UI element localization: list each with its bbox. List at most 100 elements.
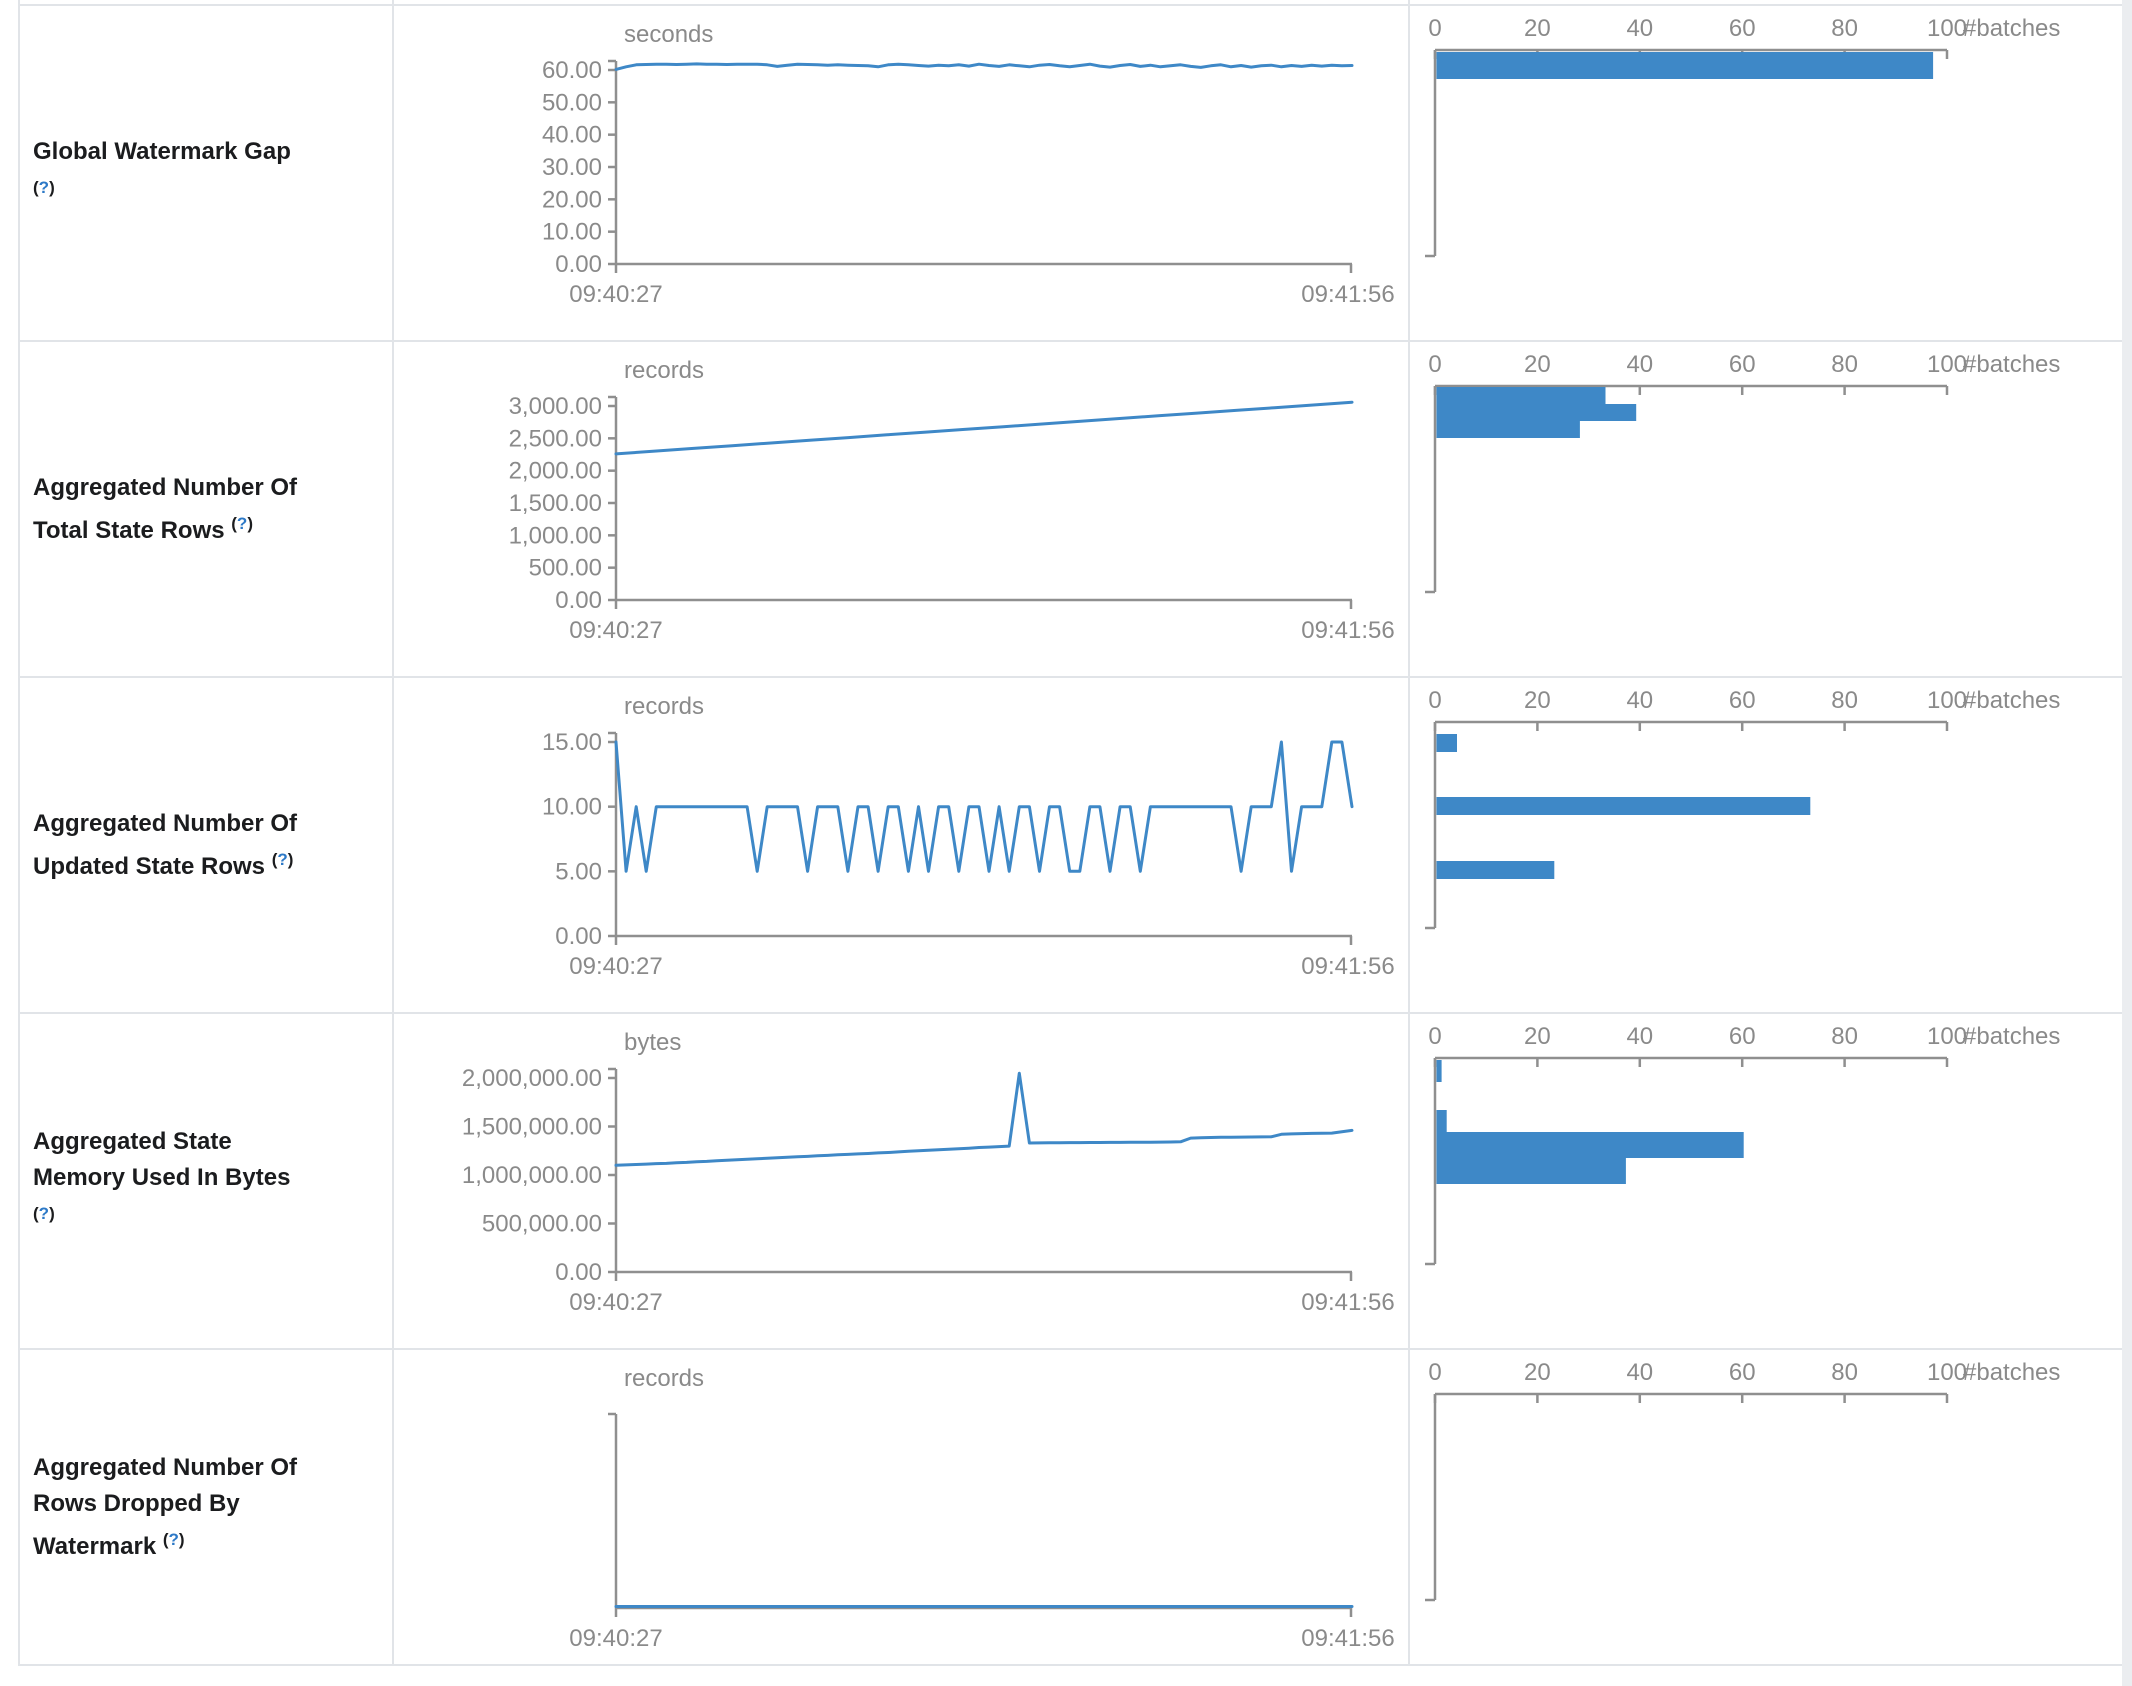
metric-label-cell: Aggregated Number Of Total State Rows (?) [20,342,394,676]
y-axis-tick-label: 1,500,000.00 [462,1114,602,1141]
y-axis-tick-label: 15.00 [542,729,602,756]
timeline-chart: seconds 60.00 50.00 40.00 30.00 20.00 10.00 0.0… [542,21,1395,308]
timeline-data-line [614,1071,1354,1167]
x-axis-start-time-label: 09:40:27 [569,953,662,980]
timeline-chart: records 15.00 10.00 5.00 0.00 09:40:27 09:41:5… [542,693,1395,980]
sliver-hist-cell [1410,0,2122,4]
help-paren-close: ) [49,177,55,197]
metrics-table: Global Watermark Gap (?) seconds 60.00 50.00… [18,0,2124,1666]
metric-label-text: Aggregated Number Of [33,1453,298,1481]
histogram-x-axis-tick-label: 80 [1831,1359,1858,1386]
histogram-unit-label: #batches [1963,1023,2060,1050]
metric-row: Aggregated Number Of Updated State Rows (… [20,678,2124,1014]
timeline-chart: records 09:40:27 09:41:56 [569,1365,1394,1652]
histogram-x-axis-tick-label: 40 [1626,687,1653,714]
y-axis-tick-label: 0.00 [555,251,602,278]
histogram-x-axis-tick-label: 20 [1524,1359,1551,1386]
metric-label-cell: Aggregated State Memory Used In Bytes (?) [20,1014,394,1348]
histogram-bar [1436,421,1580,438]
histogram-x-axis-tick-label: 100 [1927,1359,1967,1386]
y-axis-tick-label: 500,000.00 [482,1211,602,1238]
metric-row: Aggregated State Memory Used In Bytes (?) b… [20,1014,2124,1350]
metric-label-cell: Global Watermark Gap (?) [20,6,394,340]
metric-label-line: (?) [33,170,291,213]
histogram-cell: 0 20 40 60 80 100 #batches [1410,678,2122,1012]
help-link[interactable]: (?) [33,178,55,197]
timeline-cell: records 3,000.00 2,500.00 2,000.00 1,500.00 1… [394,342,1410,676]
histogram-cell: 0 20 40 60 80 100 #batches [1410,1014,2122,1348]
metric-label-line: Memory Used In Bytes [33,1160,290,1196]
metric-row: Aggregated Number Of Rows Dropped By Water… [20,1350,2124,1666]
y-axis-tick-label: 0.00 [555,1259,602,1286]
y-axis-tick-label: 1,500.00 [509,490,602,517]
metric-label-text: Aggregated Number Of [33,809,298,837]
help-paren-close: ) [178,1529,185,1549]
x-axis-end-time-label: 09:41:56 [1301,953,1394,980]
help-question-mark[interactable]: ? [38,177,50,197]
metric-label-line: Updated State Rows (?) [33,842,297,885]
metric-label-line: Rows Dropped By [33,1486,297,1522]
histogram-unit-label: #batches [1963,15,2060,42]
help-question-mark[interactable]: ? [168,1529,179,1549]
metric-label: Global Watermark Gap (?) [33,134,291,213]
help-question-mark[interactable]: ? [38,1203,50,1223]
metric-label: Aggregated Number Of Updated State Rows (… [33,806,297,885]
help-paren-close: ) [287,849,294,869]
x-axis-start-time-label: 09:40:27 [569,281,662,308]
y-axis-tick-label: 10.00 [542,794,602,821]
metric-label-line: (?) [33,1196,290,1239]
histogram-x-axis-tick-label: 60 [1729,687,1756,714]
histogram-x-axis-tick-label: 100 [1927,15,1967,42]
timeline-data-line [614,740,1354,873]
help-link[interactable]: (?) [272,850,294,869]
histogram-bar [1436,1132,1744,1158]
y-axis-tick-label: 500.00 [529,555,602,582]
metric-label-text: Aggregated State [33,1127,232,1155]
x-axis-start-time-label: 09:40:27 [569,617,662,644]
histogram-x-axis-tick-label: 0 [1428,351,1441,378]
help-question-mark[interactable]: ? [236,513,248,533]
metric-label-cell: Aggregated Number Of Updated State Rows (… [20,678,394,1012]
histogram-bar [1436,387,1606,404]
y-axis-unit-label: records [624,357,704,384]
x-axis-end-time-label: 09:41:56 [1301,1625,1394,1652]
timeline-cell: bytes 2,000,000.00 1,500,000.00 1,000,000.0… [394,1014,1410,1348]
histogram-x-axis-tick-label: 40 [1626,15,1653,42]
histogram-cell: 0 20 40 60 80 100 #batches [1410,6,2122,340]
metric-label-text: Memory Used In Bytes [33,1163,291,1191]
timeline-data-line [614,400,1354,456]
y-axis-tick-label: 1,000,000.00 [462,1162,602,1189]
timeline-data-line [614,62,1354,71]
metric-label-text: Total State Rows [33,516,225,544]
histogram-bar [1436,797,1811,815]
timeline-cell: records 15.00 10.00 5.00 0.00 09:40:27 09:41:5… [394,678,1410,1012]
metric-label-line: Total State Rows (?) [33,506,297,549]
y-axis-tick-label: 0.00 [555,587,602,614]
histogram-x-axis-tick-label: 0 [1428,1023,1441,1050]
histogram-chart: 0 20 40 60 80 100#batches [1425,351,2060,594]
histogram-bar [1436,52,1934,79]
y-axis-tick-label: 2,500.00 [509,425,602,452]
histogram-x-axis-tick-label: 60 [1729,1359,1756,1386]
y-axis-tick-label: 30.00 [542,154,602,181]
histogram-bar [1436,1158,1626,1184]
vertical-scrollbar-track[interactable] [2122,0,2132,1686]
metric-label-line: Aggregated Number Of [33,1450,297,1486]
help-link[interactable]: (?) [163,1530,185,1549]
metric-label-line: Watermark (?) [33,1522,297,1565]
metric-label: Aggregated Number Of Total State Rows (?) [33,470,297,549]
timeline-cell: records 09:40:27 09:41:56 [394,1350,1410,1664]
timeline-chart: bytes 2,000,000.00 1,500,000.00 1,000,000.0… [462,1029,1395,1316]
y-axis-unit-label: records [624,693,704,720]
help-link[interactable]: (?) [231,514,253,533]
help-question-mark[interactable]: ? [277,849,288,869]
histogram-x-axis-tick-label: 60 [1729,1023,1756,1050]
histogram-unit-label: #batches [1963,687,2060,714]
histogram-x-axis-tick-label: 0 [1428,15,1441,42]
help-paren-open: ( [33,177,39,197]
help-link[interactable]: (?) [33,1204,55,1223]
histogram-chart: 0 20 40 60 80 100#batches [1425,15,2060,258]
y-axis-tick-label: 40.00 [542,122,602,149]
histogram-unit-label: #batches [1963,351,2060,378]
